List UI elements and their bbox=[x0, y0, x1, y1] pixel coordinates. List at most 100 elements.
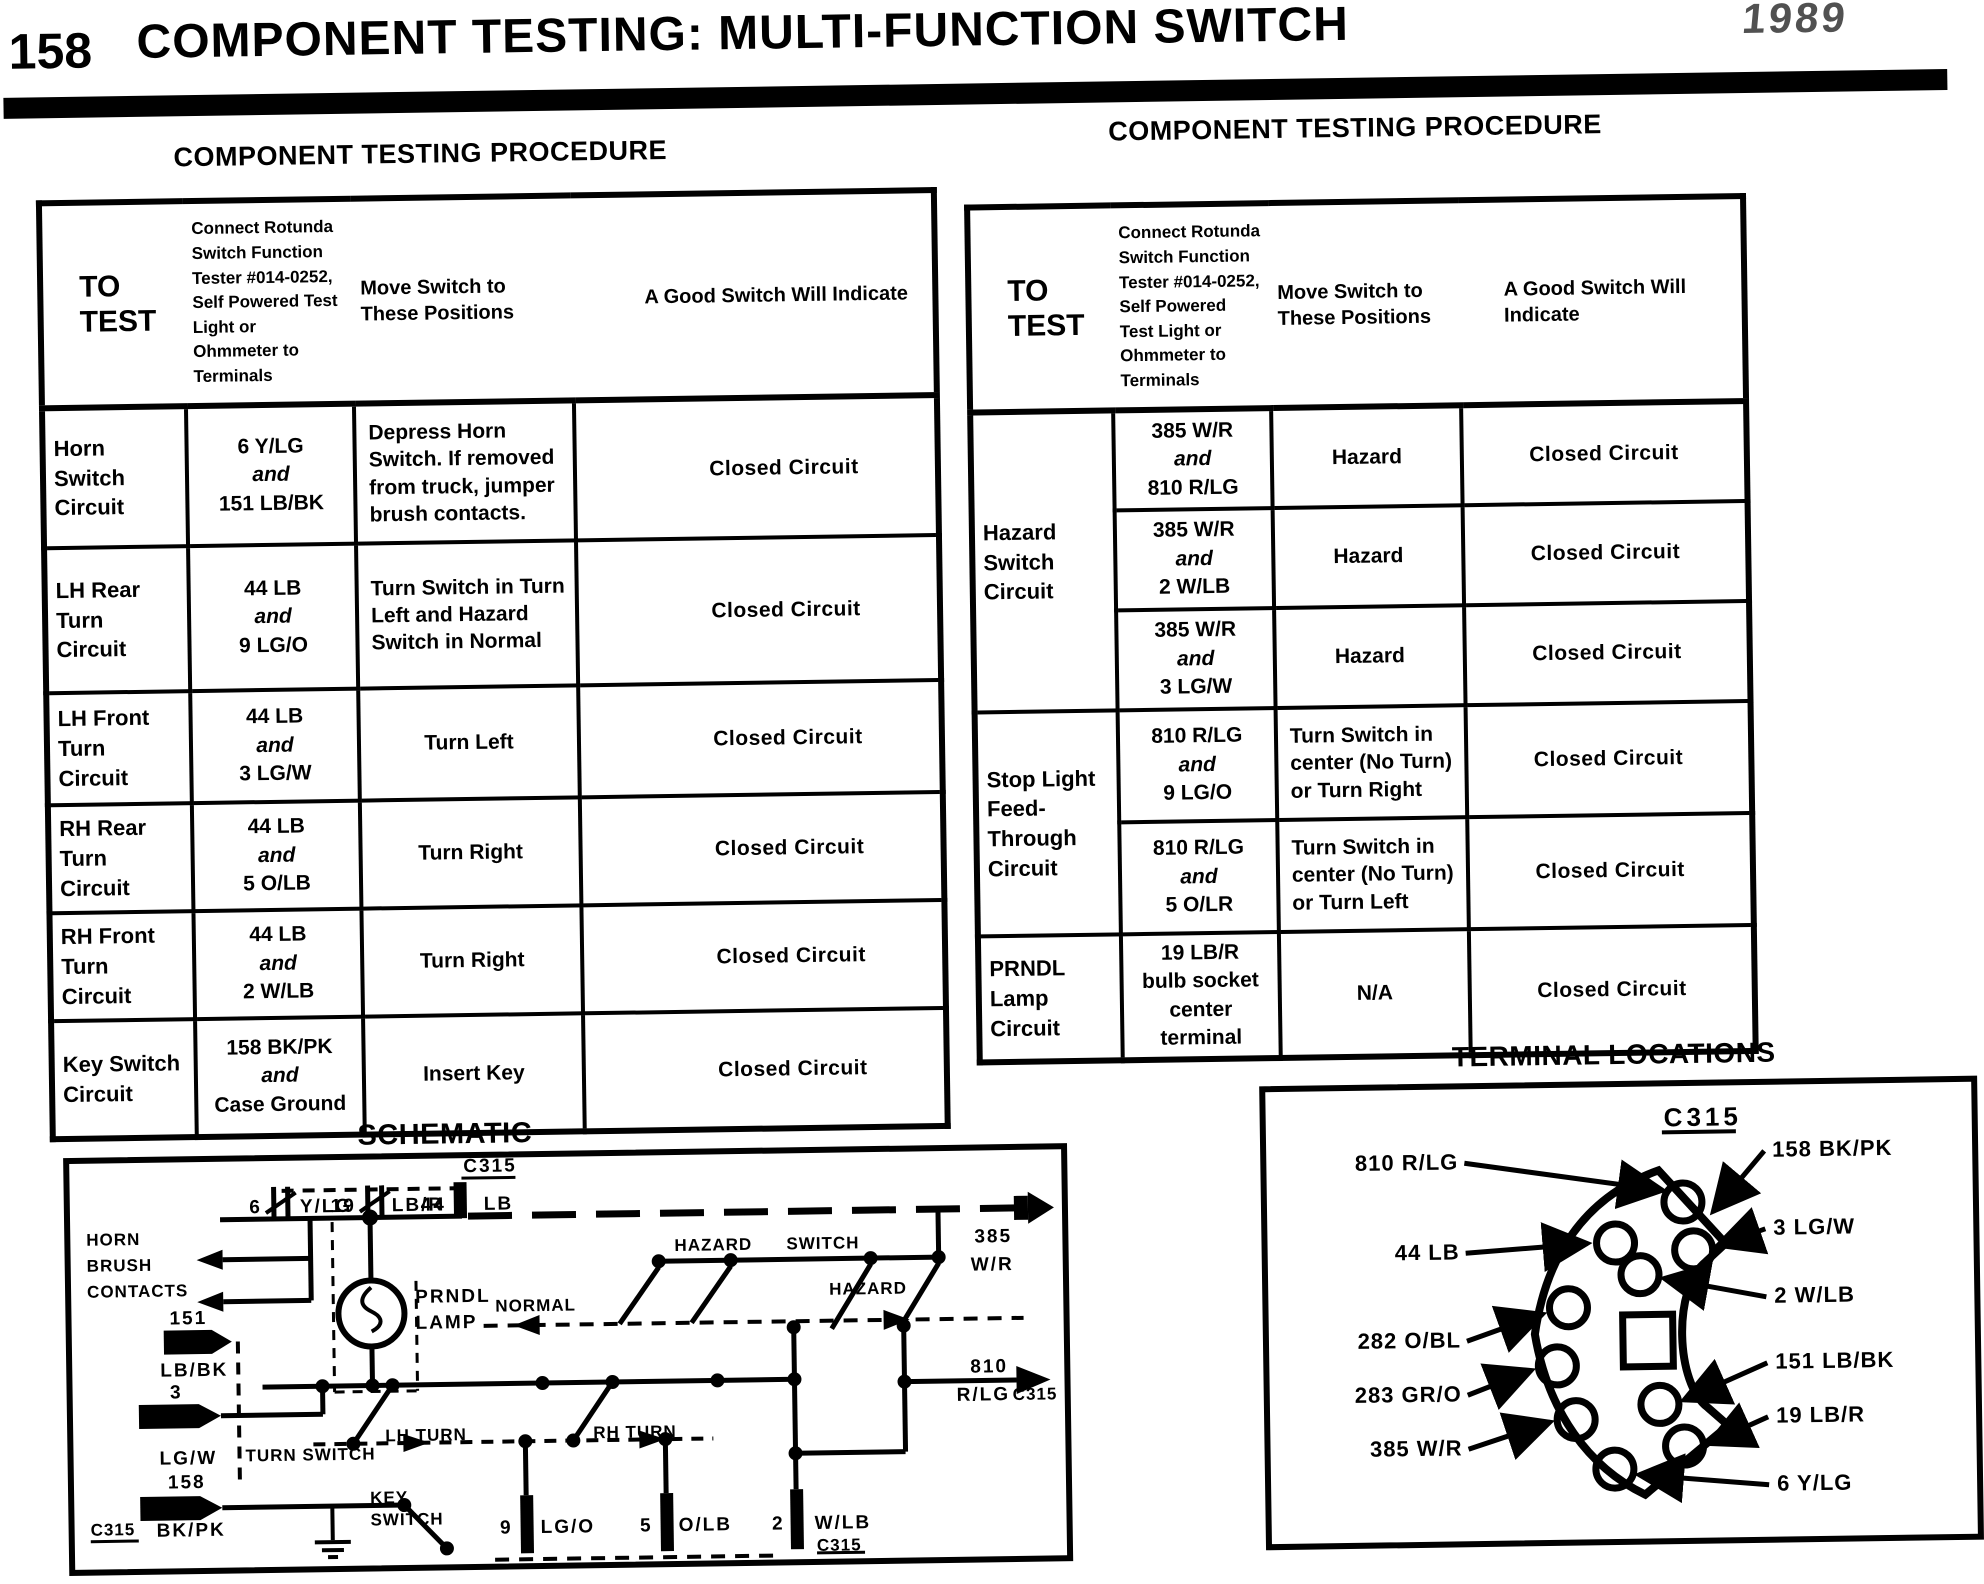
wire-19-color-label: LB/R bbox=[392, 1194, 445, 1216]
rh-turn-label: RH TURN bbox=[593, 1422, 677, 1442]
wire-385-color-label: W/R bbox=[971, 1254, 1014, 1276]
terminal-label-385-wr: 385 W/R bbox=[1370, 1435, 1463, 1461]
wire-3-color-label: LG/W bbox=[159, 1448, 217, 1470]
and-label: and bbox=[259, 951, 298, 975]
wire-5-label: 5 bbox=[640, 1515, 653, 1536]
position-cell: Turn Right bbox=[361, 905, 584, 1017]
terminal-line: 5 O/LB bbox=[243, 871, 312, 896]
indicate-cell: Closed Circuit bbox=[579, 791, 945, 906]
wire-151-label: 151 bbox=[169, 1308, 207, 1330]
terminal-line: 44 LB bbox=[247, 814, 305, 839]
terminals-cell: 385 W/R and 3 LG/W bbox=[1115, 608, 1276, 711]
indicate-cell: Closed Circuit bbox=[1461, 401, 1748, 506]
right-table-heading: COMPONENT TESTING PROCEDURE bbox=[1108, 109, 1602, 147]
and-label: and bbox=[1178, 752, 1217, 777]
table-row: Hazard Switch Circuit 385 W/R and 810 R/… bbox=[970, 401, 1748, 713]
page-number: 158 bbox=[8, 22, 93, 80]
terminal-label-2-wlb: 2 W/LB bbox=[1774, 1282, 1855, 1308]
terminal-line: 385 W/R bbox=[1151, 418, 1234, 443]
test-cell: RH Rear Turn Circuit bbox=[47, 803, 194, 914]
normal-label: NORMAL bbox=[495, 1295, 576, 1315]
table-row: Stop Light Feed-Through Circuit 810 R/LG… bbox=[974, 700, 1753, 937]
col-header-to-test: TO TEST bbox=[38, 201, 186, 409]
terminal-line: 2 W/LB bbox=[242, 979, 315, 1004]
key-switch-label-1: KEY bbox=[370, 1488, 408, 1508]
terminals-cell: 810 R/LG and 5 O/LR bbox=[1119, 820, 1279, 935]
terminal-label-282-obl: 282 O/BL bbox=[1357, 1327, 1461, 1354]
wire-2-label: 2 bbox=[772, 1513, 785, 1534]
terminal-line: 810 R/LG bbox=[1151, 724, 1243, 749]
terminal-label-19-lbr: 19 LB/R bbox=[1776, 1401, 1865, 1427]
indicate-cell: Closed Circuit bbox=[1462, 501, 1750, 606]
terminal-line: bulb socket bbox=[1141, 968, 1259, 994]
position-cell: Turn Switch in center (No Turn) or Turn … bbox=[1275, 705, 1468, 821]
schematic-c315-right-label: C315 bbox=[1013, 1384, 1058, 1404]
terminal-line: center terminal bbox=[1160, 997, 1243, 1050]
and-label: and bbox=[254, 604, 292, 629]
and-label: and bbox=[1173, 447, 1212, 471]
hazard-switch-label-2: SWITCH bbox=[786, 1233, 859, 1253]
wire-6-color-label: Y/LG bbox=[300, 1196, 353, 1218]
lh-turn-label: LH TURN bbox=[385, 1425, 467, 1445]
terminal-line: 19 LB/R bbox=[1160, 940, 1240, 965]
indicate-cell: Closed Circuit bbox=[1465, 700, 1753, 818]
position-cell: Turn Switch in Turn Left and Hazard Swit… bbox=[356, 540, 579, 689]
position-cell: Hazard bbox=[1270, 405, 1463, 509]
terminals-cell: 385 W/R and 810 R/LG bbox=[1112, 408, 1273, 511]
and-label: and bbox=[256, 733, 294, 757]
col-header-indicate: A Good Switch Will Indicate bbox=[1458, 196, 1747, 406]
col-header-move: Move Switch to These Positions bbox=[1267, 200, 1462, 409]
connector-id-label: C315 bbox=[1663, 1101, 1742, 1132]
indicate-cell: Closed Circuit bbox=[581, 899, 946, 1014]
left-table-heading: COMPONENT TESTING PROCEDURE bbox=[173, 134, 668, 173]
col-header-to-test: TO TEST bbox=[967, 205, 1113, 413]
test-cell: Key Switch Circuit bbox=[51, 1019, 197, 1140]
schematic-box: C315 6 Y/LG 19 LB/R 44 LB HORN BRUSH CON… bbox=[63, 1143, 1074, 1577]
terminals-cell: 385 W/R and 2 W/LB bbox=[1114, 508, 1274, 611]
terminals-cell: 158 BK/PK and Case Ground bbox=[195, 1016, 365, 1138]
position-cell: Insert Key bbox=[363, 1013, 585, 1135]
terminal-line: 44 LB bbox=[249, 922, 307, 947]
wire-5-color-label: O/LB bbox=[678, 1514, 732, 1536]
horn-label-1: HORN bbox=[86, 1230, 140, 1250]
test-cell: PRNDL Lamp Circuit bbox=[977, 934, 1123, 1063]
indicate-cell: Closed Circuit bbox=[1467, 812, 1754, 930]
schematic-diagram: C315 6 Y/LG 19 LB/R 44 LB HORN BRUSH CON… bbox=[86, 1155, 1058, 1562]
terminal-line: Case Ground bbox=[214, 1091, 347, 1117]
wire-158-label: 158 bbox=[168, 1472, 206, 1494]
terminals-cell: 44 LB and 2 W/LB bbox=[193, 908, 364, 1020]
wire-44-color-label: LB bbox=[484, 1193, 514, 1214]
position-cell: Turn Right bbox=[359, 797, 582, 909]
terminal-line: 6 Y/LG bbox=[237, 434, 304, 459]
test-cell: LH Front Turn Circuit bbox=[46, 691, 192, 806]
terminals-cell: 44 LB and 3 LG/W bbox=[190, 688, 360, 804]
wire-2-color-label: W/LB bbox=[814, 1512, 871, 1534]
header-row: TO TEST Connect Rotunda Switch Function … bbox=[967, 196, 1747, 413]
and-label: and bbox=[1180, 864, 1218, 889]
position-cell: Turn Switch in center (No Turn) or Turn … bbox=[1277, 817, 1470, 933]
turn-switch-label: TURN SWITCH bbox=[245, 1444, 375, 1465]
test-cell: RH Front Turn Circuit bbox=[49, 911, 196, 1022]
position-cell: Depress Horn Switch. If removed from tru… bbox=[353, 400, 576, 544]
col-header-indicate: A Good Switch Will Indicate bbox=[570, 190, 937, 401]
test-cell: Stop Light Feed-Through Circuit bbox=[974, 710, 1121, 937]
wire-810-color-label: R/LG bbox=[957, 1384, 1011, 1406]
and-label: and bbox=[1176, 646, 1215, 671]
terminal-line: 3 LG/W bbox=[1159, 674, 1233, 699]
indicate-cell: Closed Circuit bbox=[573, 395, 939, 541]
indicate-cell: Closed Circuit bbox=[1464, 600, 1751, 706]
schematic-c315-bottom-label: C315 bbox=[817, 1535, 862, 1555]
terminal-line: 44 LB bbox=[245, 704, 304, 729]
terminals-cell: 44 LB and 5 O/LB bbox=[191, 800, 362, 912]
schematic-heading: SCHEMATIC bbox=[357, 1117, 533, 1152]
horn-label-3: CONTACTS bbox=[87, 1281, 188, 1301]
terminal-line: 810 R/LG bbox=[1152, 835, 1245, 861]
and-label: and bbox=[261, 1063, 299, 1088]
position-cell: Turn Left bbox=[358, 685, 580, 801]
test-cell: Horn Switch Circuit bbox=[41, 406, 189, 549]
schematic-c315-left-label: C315 bbox=[90, 1520, 135, 1540]
terminals-cell: 19 LB/R bulb socket center terminal bbox=[1120, 932, 1281, 1061]
wire-19-label: 19 bbox=[331, 1196, 356, 1217]
page-title: COMPONENT TESTING: MULTI-FUNCTION SWITCH bbox=[136, 0, 1350, 69]
